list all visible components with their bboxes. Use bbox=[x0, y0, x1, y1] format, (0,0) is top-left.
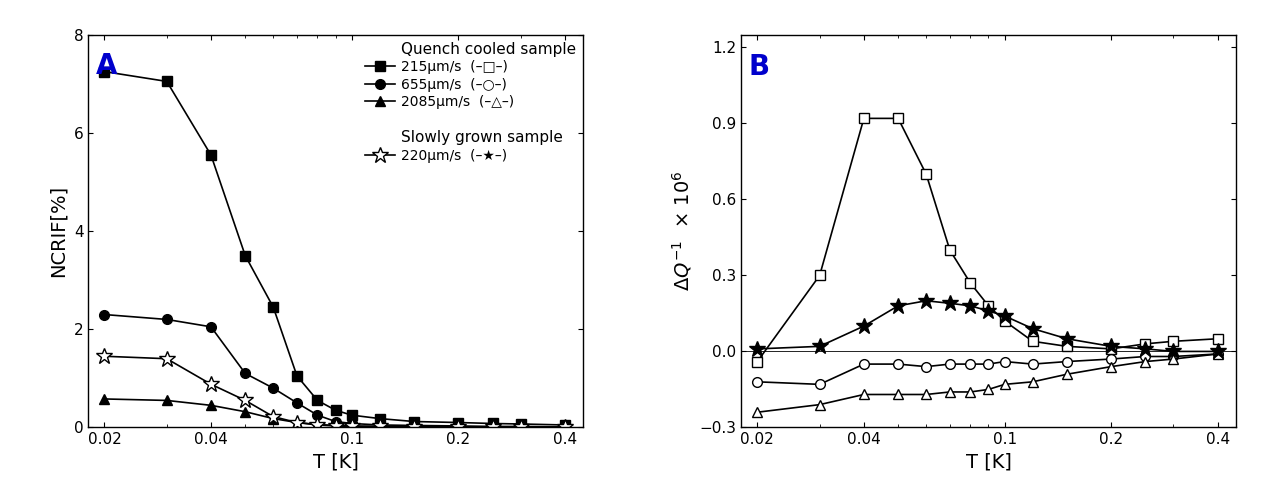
X-axis label: T [K]: T [K] bbox=[313, 453, 358, 472]
Y-axis label: $\Delta Q^{-1}$  $\times$ 10$^6$: $\Delta Q^{-1}$ $\times$ 10$^6$ bbox=[670, 171, 694, 291]
Text: B: B bbox=[749, 53, 769, 81]
Y-axis label: NCRIF[%]: NCRIF[%] bbox=[49, 185, 68, 277]
Legend: Quench cooled sample, 215μm/s  (–□–), 655μm/s  (–○–), 2085μm/s  (–△–), , Slowly : Quench cooled sample, 215μm/s (–□–), 655… bbox=[362, 39, 579, 166]
X-axis label: T [K]: T [K] bbox=[966, 453, 1011, 472]
Text: A: A bbox=[96, 52, 117, 80]
